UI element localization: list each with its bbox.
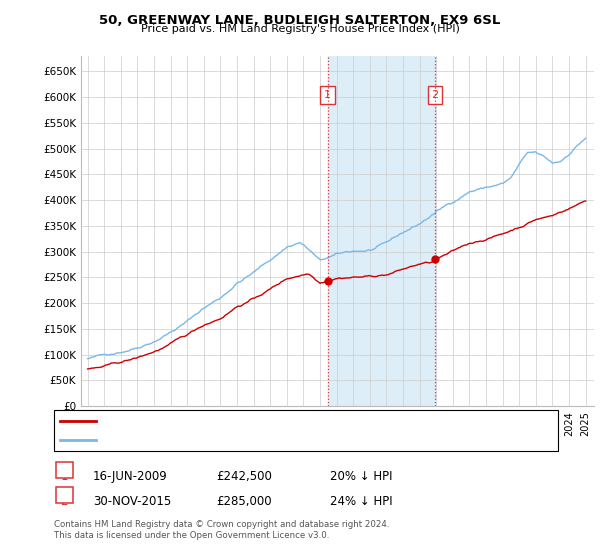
Text: £285,000: £285,000 [216, 495, 272, 508]
Bar [328, 56, 435, 406]
Text: 50, GREENWAY LANE, BUDLEIGH SALTERTON, EX9 6SL (detached house): 50, GREENWAY LANE, BUDLEIGH SALTERTON, E… [101, 416, 477, 426]
Text: HPI: Average price, detached house, East Devon: HPI: Average price, detached house, East… [101, 435, 353, 445]
Text: 24% ↓ HPI: 24% ↓ HPI [330, 495, 392, 508]
Text: 20% ↓ HPI: 20% ↓ HPI [330, 470, 392, 483]
Text: 50, GREENWAY LANE, BUDLEIGH SALTERTON, EX9 6SL: 50, GREENWAY LANE, BUDLEIGH SALTERTON, E… [100, 14, 500, 27]
Text: 2: 2 [431, 90, 439, 100]
Text: —: — [61, 412, 71, 430]
Text: £242,500: £242,500 [216, 470, 272, 483]
Text: 16-JUN-2009: 16-JUN-2009 [93, 470, 168, 483]
Text: 30-NOV-2015: 30-NOV-2015 [93, 495, 171, 508]
Text: This data is licensed under the Open Government Licence v3.0.: This data is licensed under the Open Gov… [54, 531, 329, 540]
Text: 1: 1 [61, 470, 68, 483]
Text: Price paid vs. HM Land Registry's House Price Index (HPI): Price paid vs. HM Land Registry's House … [140, 24, 460, 34]
Text: —: — [61, 412, 71, 430]
Text: Contains HM Land Registry data © Crown copyright and database right 2024.: Contains HM Land Registry data © Crown c… [54, 520, 389, 529]
Text: 1: 1 [324, 90, 331, 100]
Text: 2: 2 [61, 495, 68, 508]
